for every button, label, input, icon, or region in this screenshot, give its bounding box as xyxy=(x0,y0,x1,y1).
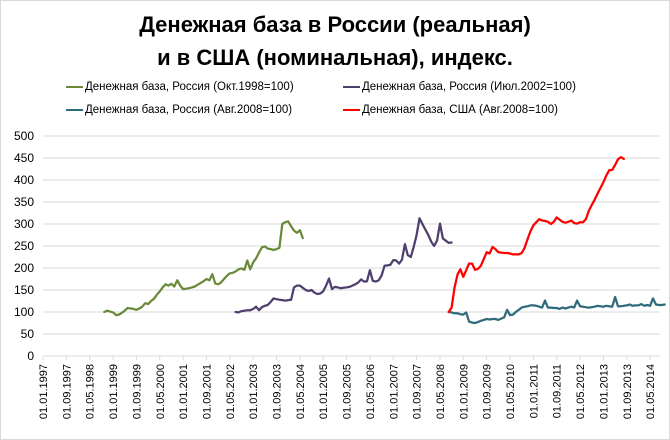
x-tick-label: 01.09.2005 xyxy=(342,364,354,419)
chart-title-line2: и в США (номинальная), индекс. xyxy=(157,45,513,70)
x-tick-label: 01.09.1997 xyxy=(61,364,73,419)
x-tick-label: 01.09.2009 xyxy=(482,364,494,419)
x-tick-label: 01.01.2003 xyxy=(248,364,260,419)
x-tick-label: 01.05.2000 xyxy=(155,364,167,419)
series-line-1 xyxy=(234,217,453,314)
x-tick-label: 01.09.2001 xyxy=(201,364,213,419)
y-tick-label: 150 xyxy=(14,283,34,297)
y-tick-label: 100 xyxy=(14,305,34,319)
legend-label: Денежная база, Россия (Июл.2002=100) xyxy=(362,81,576,93)
x-tick-label: 01.05.2002 xyxy=(225,364,237,419)
y-tick-label: 250 xyxy=(14,239,34,253)
x-tick-label: 01.01.2007 xyxy=(388,364,400,419)
y-tick-label: 50 xyxy=(21,327,35,341)
y-tick-label: 400 xyxy=(14,173,34,187)
x-tick-label: 01.09.2007 xyxy=(412,364,424,419)
x-tick-label: 01.01.2009 xyxy=(458,364,470,419)
x-tick-label: 01.01.2011 xyxy=(528,364,540,418)
chart-title-line1: Денежная база в России (реальная) xyxy=(139,12,531,37)
x-tick-label: 01.01.2001 xyxy=(178,364,190,419)
x-tick-label: 01.05.2008 xyxy=(435,364,447,419)
x-tick-label: 01.05.2012 xyxy=(575,364,587,419)
x-tick-label: 01.01.2013 xyxy=(598,364,610,419)
y-tick-label: 350 xyxy=(14,195,34,209)
legend-item-russia-2008: Денежная база, Россия (Авг.2008=100) xyxy=(66,104,292,116)
legend-label: Денежная база, Россия (Окт.1998=100) xyxy=(85,81,294,93)
series-line-2 xyxy=(447,295,666,325)
series-line-3 xyxy=(447,155,625,314)
x-tick-label: 01.09.2011 xyxy=(552,364,564,418)
x-tick-label: 01.05.1998 xyxy=(85,364,97,419)
x-tick-label: 01.05.2010 xyxy=(505,364,517,419)
legend-item-russia-1998: Денежная база, Россия (Окт.1998=100) xyxy=(66,81,294,93)
x-tick-label: 01.05.2004 xyxy=(295,364,307,419)
x-tick-label: 01.09.2003 xyxy=(272,364,284,419)
legend-swatch xyxy=(343,109,360,111)
x-tick-label: 01.01.2005 xyxy=(318,364,330,419)
y-tick-label: 200 xyxy=(14,261,34,275)
legend-swatch xyxy=(66,109,83,111)
y-tick-label: 500 xyxy=(14,129,34,143)
legend-item-russia-2002: Денежная база, Россия (Июл.2002=100) xyxy=(343,81,576,93)
x-tick-label: 01.01.1997 xyxy=(38,364,50,419)
y-tick-label: 300 xyxy=(14,217,34,231)
x-tick-label: 01.09.2013 xyxy=(622,364,634,419)
x-tick-label: 01.09.1999 xyxy=(131,364,143,419)
y-tick-label: 0 xyxy=(27,349,34,363)
series-line-0 xyxy=(103,220,304,317)
y-tick-label: 450 xyxy=(14,151,34,165)
x-tick-label: 01.05.2014 xyxy=(645,364,657,419)
x-tick-label: 01.01.1999 xyxy=(108,364,120,419)
legend-item-usa-2008: Денежная база, США (Авг.2008=100) xyxy=(343,104,558,116)
legend-label: Денежная база, Россия (Авг.2008=100) xyxy=(85,104,293,116)
x-tick-label: 01.05.2006 xyxy=(365,364,377,419)
legend-swatch xyxy=(66,86,83,88)
legend-swatch xyxy=(343,86,360,88)
legend-label: Денежная база, США (Авг.2008=100) xyxy=(362,104,558,116)
